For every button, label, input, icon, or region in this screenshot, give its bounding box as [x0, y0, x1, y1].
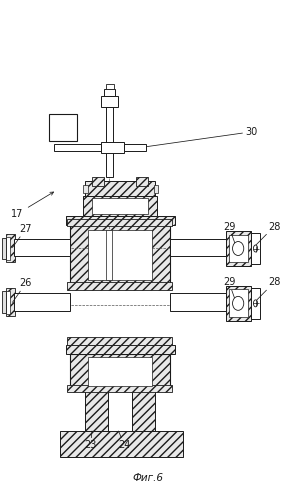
Bar [2, 292, 6, 313]
Text: 30: 30 [142, 127, 258, 148]
Bar [106, 230, 112, 280]
Bar [6, 237, 10, 260]
Bar [229, 290, 247, 318]
Bar [14, 238, 70, 256]
Bar [83, 196, 157, 216]
Bar [104, 90, 115, 96]
Bar [251, 288, 260, 319]
Circle shape [253, 300, 258, 307]
Bar [6, 291, 10, 314]
Bar [102, 142, 123, 153]
Ellipse shape [233, 296, 244, 310]
Bar [6, 234, 15, 262]
Bar [70, 354, 170, 388]
Bar [92, 177, 104, 186]
Bar [85, 388, 108, 431]
Text: 28: 28 [253, 222, 280, 248]
Bar [106, 108, 113, 177]
Bar [2, 238, 6, 259]
Bar [14, 294, 70, 311]
Bar [229, 234, 247, 262]
Bar [6, 288, 15, 316]
Ellipse shape [233, 242, 244, 256]
Bar [88, 230, 152, 280]
Bar [102, 96, 118, 108]
Bar [59, 431, 183, 457]
Bar [251, 233, 260, 264]
Text: 29: 29 [223, 222, 237, 248]
Bar [132, 388, 155, 431]
Bar [136, 177, 148, 186]
Bar [67, 218, 172, 226]
Text: 24: 24 [118, 431, 131, 450]
Bar [88, 356, 152, 386]
Text: 28: 28 [253, 278, 280, 303]
Bar [83, 185, 88, 192]
Bar [123, 144, 146, 152]
Circle shape [253, 245, 258, 252]
Bar [54, 144, 102, 152]
Text: 29: 29 [223, 278, 237, 303]
Text: Фиг.6: Фиг.6 [133, 474, 163, 484]
Text: 27: 27 [12, 224, 32, 248]
Text: 26: 26 [12, 278, 32, 302]
Bar [67, 384, 172, 392]
Bar [170, 294, 226, 311]
Bar [65, 344, 175, 354]
Bar [49, 114, 77, 141]
Bar [67, 282, 172, 290]
Bar [85, 181, 155, 196]
Bar [92, 198, 148, 214]
Bar [67, 338, 172, 344]
Bar [226, 231, 251, 266]
Bar [170, 238, 226, 256]
Text: 17: 17 [11, 192, 54, 219]
Bar [65, 216, 175, 225]
Text: 23: 23 [84, 431, 97, 450]
Bar [106, 84, 114, 89]
Bar [226, 286, 251, 321]
Bar [70, 225, 170, 285]
Bar [154, 185, 158, 192]
